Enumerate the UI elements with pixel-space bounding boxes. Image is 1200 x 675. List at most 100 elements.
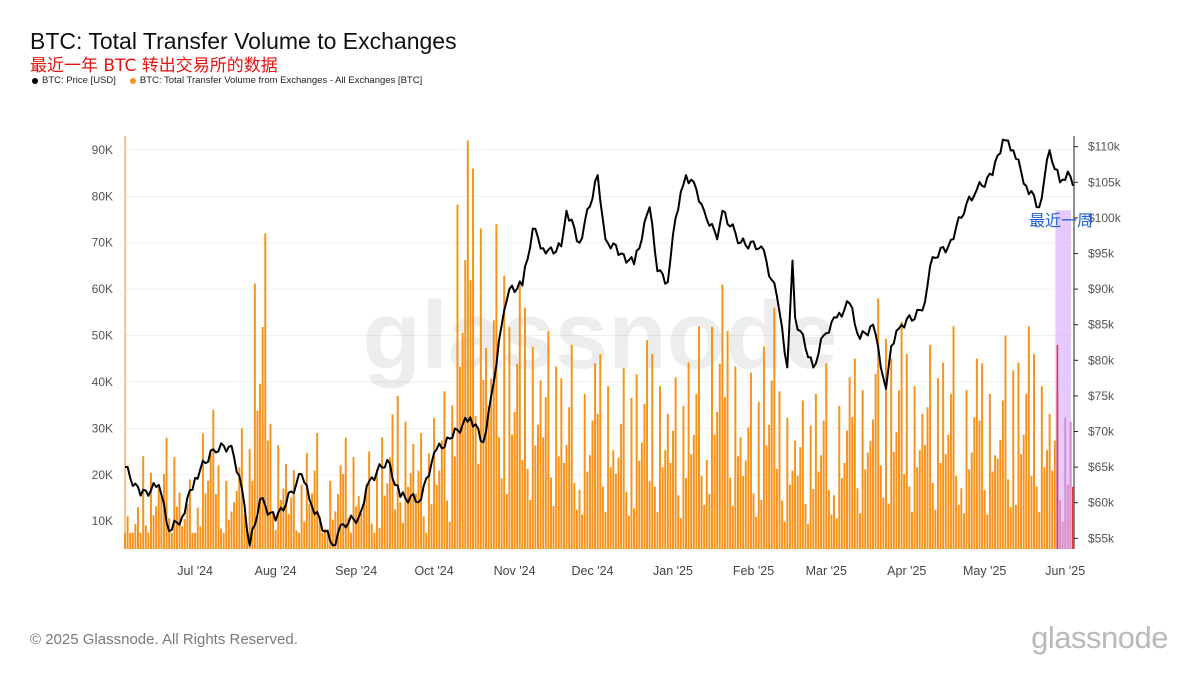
volume-bar — [477, 463, 480, 549]
volume-bar — [926, 407, 929, 549]
volume-bar — [298, 532, 300, 549]
volume-bar — [523, 307, 526, 549]
volume-bar — [687, 362, 690, 549]
volume-bar — [378, 527, 381, 549]
volume-bar — [934, 509, 937, 549]
y-tick-label-right: $95k — [1088, 246, 1115, 260]
volume-bar — [420, 432, 423, 549]
volume-bar — [1072, 486, 1074, 549]
volume-bar — [482, 379, 485, 549]
volume-bar — [529, 500, 532, 549]
volume-bar — [448, 521, 451, 549]
volume-bar — [344, 437, 347, 549]
volume-bar — [822, 420, 825, 549]
volume-bar — [999, 439, 1002, 549]
volume-bar — [360, 513, 363, 549]
volume-bar — [290, 497, 293, 549]
volume-bar — [677, 495, 680, 549]
volume-bar — [295, 530, 298, 549]
volume-bar — [931, 482, 934, 549]
volume-bar — [1004, 335, 1007, 549]
volume-bar — [765, 445, 768, 549]
volume-bar — [292, 470, 295, 549]
x-tick-label: Apr '25 — [887, 564, 926, 578]
volume-bar — [565, 445, 568, 549]
volume-bar — [669, 462, 672, 549]
volume-bar — [986, 514, 989, 549]
volume-bar — [612, 450, 615, 549]
volume-bar — [913, 386, 916, 549]
volume-bar — [653, 486, 656, 549]
volume-bar — [461, 332, 464, 549]
volume-bar — [975, 358, 978, 549]
volume-bar — [685, 478, 687, 549]
volume-bar — [503, 275, 506, 549]
volume-bar — [357, 496, 360, 549]
y-tick-label-right: $105k — [1088, 175, 1122, 189]
volume-bar — [1040, 386, 1043, 549]
volume-bar — [783, 521, 786, 549]
volume-bar — [427, 453, 430, 549]
volume-bar — [562, 462, 565, 549]
volume-bar — [885, 338, 887, 549]
volume-bar — [700, 475, 703, 549]
volume-bar — [752, 493, 755, 549]
volume-bar — [456, 204, 459, 549]
volume-bar — [1001, 400, 1004, 549]
volume-bar — [225, 480, 228, 549]
volume-bar — [147, 532, 150, 549]
volume-bar — [661, 467, 664, 549]
volume-bar — [921, 413, 924, 549]
volume-bar — [861, 390, 864, 549]
volume-bar — [375, 468, 378, 549]
volume-bar — [243, 514, 246, 549]
volume-bar — [775, 468, 778, 549]
volume-bar — [791, 470, 794, 549]
volume-bar — [695, 393, 698, 549]
volume-bar — [947, 434, 950, 549]
volume-bar — [1048, 413, 1051, 549]
volume-bar — [370, 523, 373, 549]
volume-bar — [820, 455, 823, 549]
legend-item-volume[interactable]: BTC: Total Transfer Volume from Exchange… — [129, 75, 423, 86]
volume-bar — [942, 362, 945, 549]
volume-bar — [898, 390, 900, 549]
volume-bar — [817, 471, 820, 549]
volume-bar — [209, 453, 212, 549]
y-tick-label-left: 20K — [92, 468, 113, 482]
volume-bar — [464, 260, 467, 549]
volume-bar — [916, 467, 919, 549]
legend-label-volume: BTC: Total Transfer Volume from Exchange… — [139, 75, 423, 86]
volume-bar — [511, 434, 513, 549]
volume-bar — [321, 532, 324, 549]
volume-bar — [396, 395, 399, 549]
volume-bar — [129, 532, 132, 549]
volume-bar — [191, 532, 194, 549]
volume-bar — [417, 470, 420, 549]
volume-bar — [557, 456, 560, 549]
legend-item-price[interactable]: BTC: Price [USD] — [32, 75, 116, 86]
y-tick-label-left: 80K — [92, 189, 113, 203]
volume-bar — [833, 495, 836, 549]
volume-bar — [407, 486, 410, 549]
volume-bar — [825, 363, 828, 549]
volume-bar — [713, 434, 716, 549]
volume-bar — [1014, 504, 1017, 549]
volume-bar — [757, 401, 760, 549]
y-tick-label-right: $110k — [1088, 140, 1121, 154]
volume-bar — [679, 518, 682, 549]
volume-bar — [723, 397, 726, 549]
volume-bar — [573, 482, 576, 549]
volume-bar — [435, 484, 438, 549]
volume-bar — [272, 512, 275, 549]
volume-bar — [910, 512, 913, 549]
volume-bar — [801, 400, 804, 549]
volume-bar — [770, 380, 773, 549]
legend-dot-volume — [129, 77, 136, 84]
volume-bar — [498, 437, 500, 549]
volume-bar — [617, 457, 620, 549]
volume-bar — [778, 391, 781, 549]
x-tick-label: May '25 — [963, 564, 1006, 578]
volume-bar — [721, 284, 724, 549]
volume-bar — [664, 450, 667, 549]
